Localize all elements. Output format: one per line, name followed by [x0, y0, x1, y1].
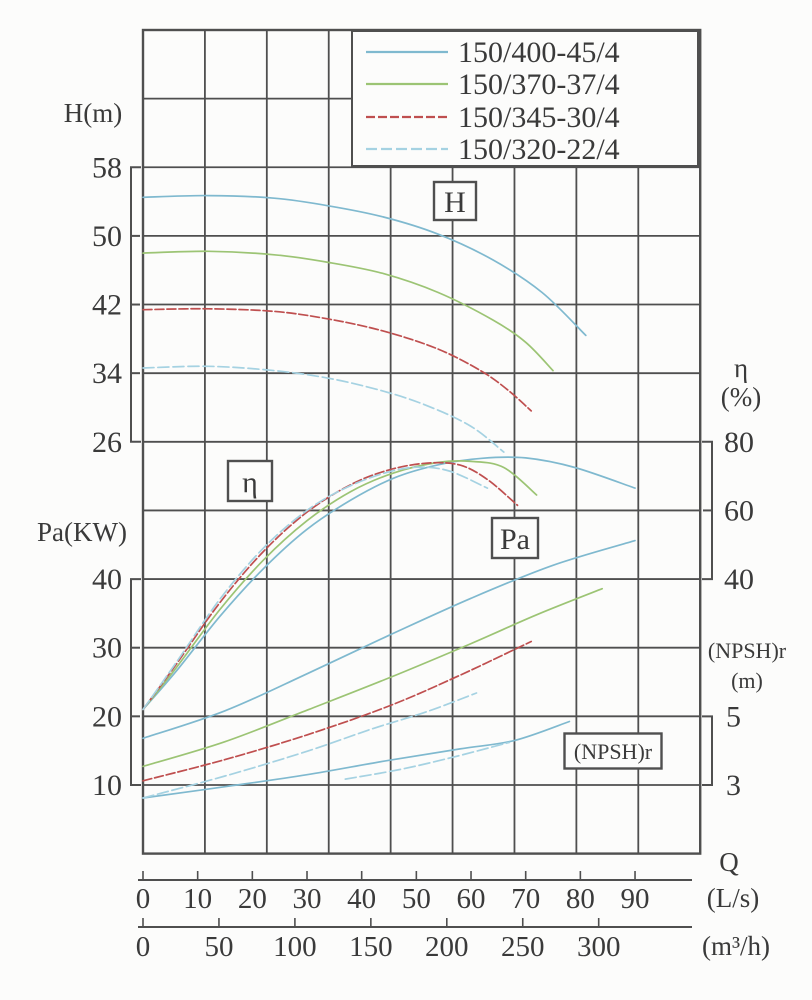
pa-curve-150-370-37-4 — [142, 587, 604, 768]
npsh-axis-unit: (m) — [731, 668, 763, 693]
eta-curve-label: η — [242, 466, 258, 499]
x-tick-primary-label: 50 — [402, 883, 431, 915]
h-curve-150-370-37-4 — [142, 250, 554, 372]
scale-bracket — [702, 715, 713, 786]
x-tick-secondary-label: 300 — [577, 931, 621, 963]
pa-curve-label-box — [490, 516, 540, 560]
eta-curve-150-370-37-4 — [142, 459, 538, 711]
x-tick-secondary-label: 200 — [425, 931, 469, 963]
eta-axis-unit: (%) — [721, 382, 761, 412]
h-curve-label-box — [432, 180, 478, 222]
x-tick-primary-label: 0 — [136, 883, 151, 915]
legend-entry-label: 150/345-30/4 — [458, 101, 620, 134]
npsh-tick-label: 3 — [726, 769, 741, 802]
legend-box — [351, 30, 699, 167]
npsh-tick-label: 5 — [726, 700, 741, 733]
curve-label-boxes: Hη Pa (NPSH)r — [226, 180, 663, 770]
x-tick-secondary-label: 0 — [136, 931, 151, 963]
h-tick-label: 50 — [92, 220, 122, 253]
x-tick-secondary-label: 150 — [349, 931, 393, 963]
pa-axis-label: Pa(KW) — [37, 517, 127, 547]
x-tick-primary-label: 40 — [347, 883, 376, 915]
pa-curve-150-345-30-4 — [142, 640, 533, 782]
legend-entry-label: 150/320-22/4 — [458, 133, 620, 166]
x-tick-secondary-label: 250 — [501, 931, 545, 963]
axis-text: H(m)Pa(KW)585042342640302010η(%)806040(N… — [37, 98, 787, 963]
pa-curve-150-400-45-4 — [142, 539, 636, 740]
x-tick-secondary-label: 100 — [273, 931, 317, 963]
h-tick-label: 58 — [92, 151, 122, 184]
pa-tick-label: 30 — [92, 632, 122, 665]
eta-curve-150-400-45-4 — [142, 456, 636, 711]
legend-entry-label: 150/370-37/4 — [458, 68, 620, 101]
legend-entry-label: 150/400-45/4 — [458, 36, 620, 69]
h-axis-label: H(m) — [64, 98, 122, 128]
pa-tick-label: 10 — [92, 769, 122, 802]
h-tick-label: 26 — [92, 426, 122, 459]
axes — [130, 166, 713, 928]
eta-tick-label: 80 — [724, 426, 754, 459]
pa-tick-label: 20 — [92, 700, 122, 733]
eta-curve-label-box — [226, 459, 274, 503]
npshr-curve-150-320-22-4 — [344, 741, 511, 780]
pa-tick-label: 40 — [92, 563, 122, 596]
pa-curve-label: Pa — [500, 523, 530, 556]
h-curve-label: H — [444, 186, 466, 219]
x-tick-primary-label: 70 — [511, 883, 540, 915]
x-tick-secondary-label: 50 — [204, 931, 233, 963]
eta-axis-label: η — [734, 353, 748, 383]
q-axis-label: Q — [719, 847, 739, 877]
legend: 150/400-45/4150/370-37/4150/345-30/4150/… — [351, 30, 699, 167]
eta-tick-label: 60 — [724, 494, 754, 527]
eta-tick-label: 40 — [724, 563, 754, 596]
x-tick-primary-label: 90 — [621, 883, 650, 915]
x-tick-primary-label: 10 — [183, 883, 212, 915]
npshr-curve-150-400-45-4 — [142, 720, 571, 799]
h-curve-150-320-22-4 — [142, 365, 505, 453]
x-tick-primary-label: 30 — [293, 883, 322, 915]
primary-unit-label: (L/s) — [707, 883, 759, 913]
h-curve-150-345-30-4 — [142, 307, 533, 412]
npsh-curve-label-box — [563, 732, 663, 770]
h-curve-150-400-45-4 — [142, 194, 587, 337]
secondary-unit-label: (m³/h) — [702, 931, 770, 961]
eta-curve-150-345-30-4 — [142, 461, 519, 711]
npsh-axis-label: (NPSH)r — [708, 638, 787, 663]
curves — [142, 194, 636, 799]
pa-curve-150-320-22-4 — [142, 692, 478, 799]
h-tick-label: 42 — [92, 289, 122, 322]
grid-lines — [141, 28, 702, 855]
x-tick-primary-label: 20 — [238, 883, 267, 915]
x-tick-primary-label: 60 — [457, 883, 486, 915]
scale-bracket — [130, 578, 141, 786]
eta-curve-150-320-22-4 — [142, 466, 489, 711]
h-tick-label: 34 — [92, 357, 122, 390]
npsh-curve-label: (NPSH)r — [574, 739, 653, 764]
x-tick-primary-label: 80 — [566, 883, 595, 915]
